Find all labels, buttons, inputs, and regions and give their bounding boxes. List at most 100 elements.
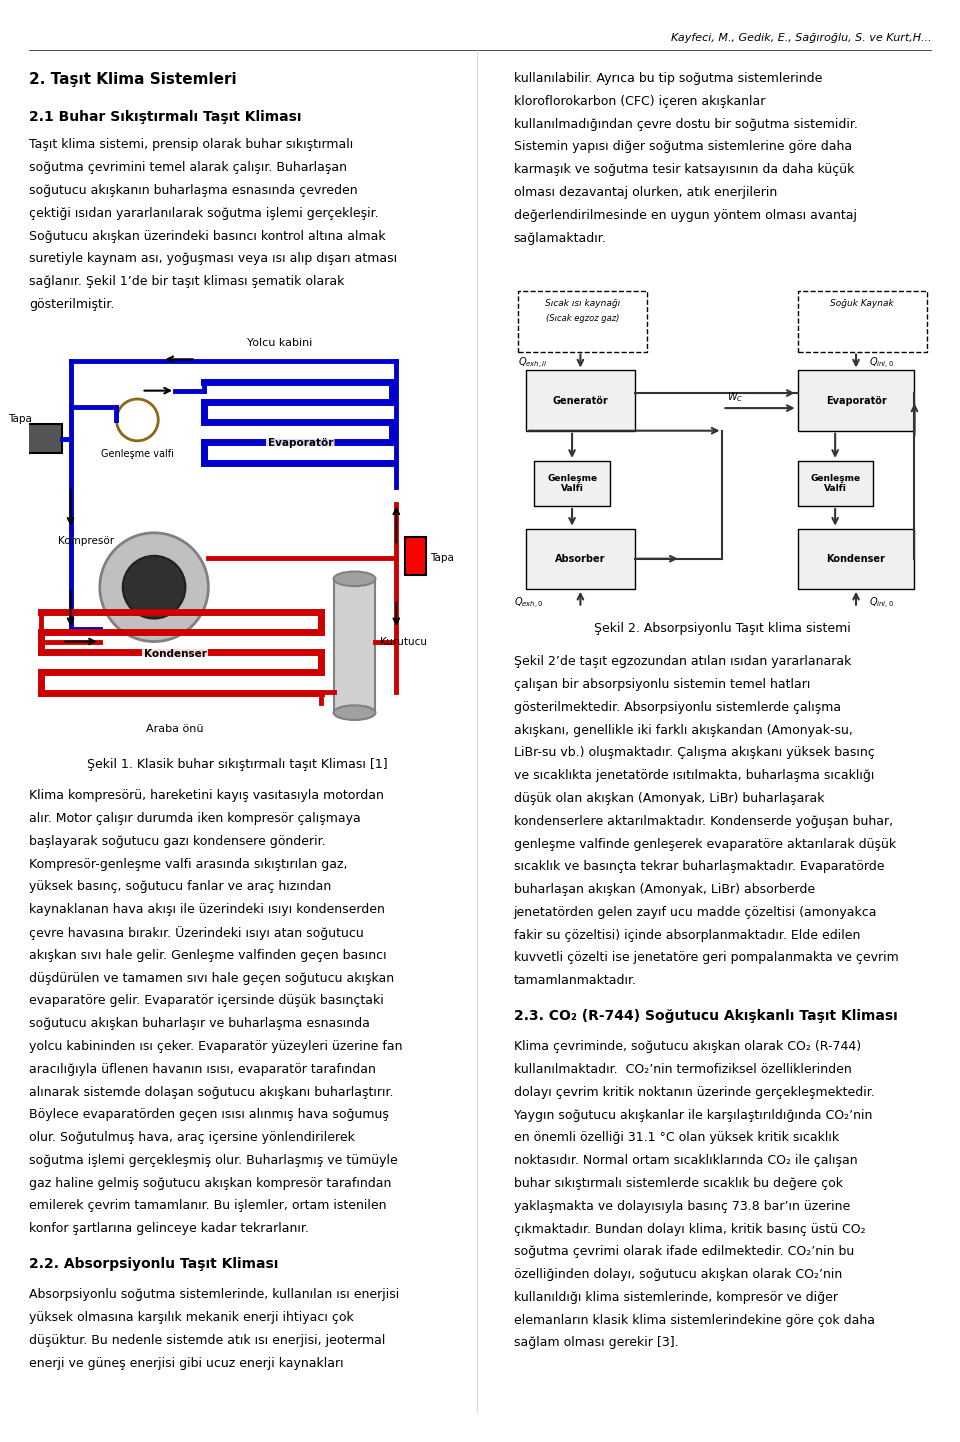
Text: 2.2. Absorpsiyonlu Taşıt Kliması: 2.2. Absorpsiyonlu Taşıt Kliması xyxy=(29,1256,278,1270)
Text: Tapa: Tapa xyxy=(430,552,453,562)
Text: Soğutucu akışkan üzerindeki basıncı kontrol altına almak: Soğutucu akışkan üzerindeki basıncı kont… xyxy=(29,229,385,242)
Text: kondenserlere aktarılmaktadır. Kondenserde yoğuşan buhar,: kondenserlere aktarılmaktadır. Kondenser… xyxy=(514,815,893,828)
Text: başlayarak soğutucu gazı kondensere gönderir.: başlayarak soğutucu gazı kondensere gönd… xyxy=(29,835,325,848)
Text: Kondenser: Kondenser xyxy=(144,649,206,659)
Text: gösterilmektedir. Absorpsiyonlu sistemlerde çalışma: gösterilmektedir. Absorpsiyonlu sistemle… xyxy=(514,701,841,714)
Text: ve sıcaklıkta jenetatörde ısıtılmakta, buharlaşma sıcaklığı: ve sıcaklıkta jenetatörde ısıtılmakta, b… xyxy=(514,769,874,782)
Bar xyxy=(405,536,425,575)
Text: yaklaşmakta ve dolayısıyla basınç 73.8 bar’ın üzerine: yaklaşmakta ve dolayısıyla basınç 73.8 b… xyxy=(514,1200,850,1213)
Text: Absorpsiyonlu soğutma sistemlerinde, kullanılan ısı enerjisi: Absorpsiyonlu soğutma sistemlerinde, kul… xyxy=(29,1288,399,1301)
Text: soğutma çevrimi olarak ifade edilmektedir. CO₂’nin bu: soğutma çevrimi olarak ifade edilmektedi… xyxy=(514,1246,853,1259)
Text: Kompresör-genleşme valfi arasında sıkıştırılan gaz,: Kompresör-genleşme valfi arasında sıkışt… xyxy=(29,858,348,871)
Text: alınarak sistemde dolaşan soğutucu akışkanı buharlaştırır.: alınarak sistemde dolaşan soğutucu akışk… xyxy=(29,1086,394,1099)
Text: kuvvetli çözelti ise jenetatöre geri pompalanmakta ve çevrim: kuvvetli çözelti ise jenetatöre geri pom… xyxy=(514,952,899,965)
Text: noktasıdır. Normal ortam sıcaklıklarında CO₂ ile çalışan: noktasıdır. Normal ortam sıcaklıklarında… xyxy=(514,1154,857,1167)
Text: sağlamaktadır.: sağlamaktadır. xyxy=(514,232,607,245)
Text: alır. Motor çalışır durumda iken kompresör çalışmaya: alır. Motor çalışır durumda iken kompres… xyxy=(29,812,361,825)
Text: kullanılmaktadır.  CO₂’nin termofiziksel özelliklerinden: kullanılmaktadır. CO₂’nin termofiziksel … xyxy=(514,1063,852,1076)
Text: olur. Soğutulmuş hava, araç içersine yönlendirilerek: olur. Soğutulmuş hava, araç içersine yön… xyxy=(29,1131,354,1144)
Text: düşdürülen ve tamamen sıvı hale geçen soğutucu akışkan: düşdürülen ve tamamen sıvı hale geçen so… xyxy=(29,972,394,985)
Text: Şekil 2’de taşıt egzozundan atılan ısıdan yararlanarak: Şekil 2’de taşıt egzozundan atılan ısıda… xyxy=(514,655,851,668)
Circle shape xyxy=(123,555,185,619)
Text: 2. Taşıt Klima Sistemleri: 2. Taşıt Klima Sistemleri xyxy=(29,72,236,87)
Text: evaparatöre gelir. Evaparatör içersinde düşük basınçtaki: evaparatöre gelir. Evaparatör içersinde … xyxy=(29,995,384,1008)
Text: tamamlanmaktadır.: tamamlanmaktadır. xyxy=(514,975,636,988)
Text: buharlaşan akışkan (Amonyak, LiBr) absorberde: buharlaşan akışkan (Amonyak, LiBr) absor… xyxy=(514,883,815,895)
Text: sağlanır. Şekil 1’de bir taşıt kliması şematik olarak: sağlanır. Şekil 1’de bir taşıt kliması ş… xyxy=(29,275,345,288)
Text: $Q_{exh,il}$: $Q_{exh,il}$ xyxy=(517,356,547,372)
Text: düşük olan akışkan (Amonyak, LiBr) buharlaşarak: düşük olan akışkan (Amonyak, LiBr) buhar… xyxy=(514,792,824,805)
Text: jenetatörden gelen zayıf ucu madde çözeltisi (amonyakca: jenetatörden gelen zayıf ucu madde çözel… xyxy=(514,906,877,919)
Text: gaz haline gelmiş soğutucu akışkan kompresör tarafından: gaz haline gelmiş soğutucu akışkan kompr… xyxy=(29,1177,391,1190)
Text: enerji ve güneş enerjisi gibi ucuz enerji kaynakları: enerji ve güneş enerjisi gibi ucuz enerj… xyxy=(29,1357,344,1370)
Bar xyxy=(798,371,915,431)
Text: Generatör: Generatör xyxy=(553,395,609,405)
Text: $W_C$: $W_C$ xyxy=(727,391,743,404)
Text: kaynaklanan hava akışı ile üzerindeki ısıyı kondenserden: kaynaklanan hava akışı ile üzerindeki ıs… xyxy=(29,903,385,916)
Text: 2.1 Buhar Sıkıştırmalı Taşıt Kliması: 2.1 Buhar Sıkıştırmalı Taşıt Kliması xyxy=(29,110,301,124)
Bar xyxy=(526,529,635,588)
Text: soğutma işlemi gerçekleşmiş olur. Buharlaşmış ve tümüyle: soğutma işlemi gerçekleşmiş olur. Buharl… xyxy=(29,1154,397,1167)
Text: Soğuk Kaynak: Soğuk Kaynak xyxy=(830,298,894,309)
Text: olması dezavantaj olurken, atık enerjilerin: olması dezavantaj olurken, atık enerjile… xyxy=(514,186,777,199)
Text: Taşıt klima sistemi, prensip olarak buhar sıkıştırmalı: Taşıt klima sistemi, prensip olarak buha… xyxy=(29,138,353,151)
Bar xyxy=(526,371,635,431)
Circle shape xyxy=(100,534,208,642)
Text: yüksek basınç, soğutucu fanlar ve araç hızından: yüksek basınç, soğutucu fanlar ve araç h… xyxy=(29,881,331,894)
Text: LiBr-su vb.) oluşmaktadır. Çalışma akışkanı yüksek basınç: LiBr-su vb.) oluşmaktadır. Çalışma akışk… xyxy=(514,747,875,760)
Text: özelliğinden dolayı, soğutucu akışkan olarak CO₂’nin: özelliğinden dolayı, soğutucu akışkan ol… xyxy=(514,1268,842,1280)
Text: sağlam olması gerekir [3].: sağlam olması gerekir [3]. xyxy=(514,1337,678,1350)
Text: çektiği ısıdan yararlanılarak soğutma işlemi gerçekleşir.: çektiği ısıdan yararlanılarak soğutma iş… xyxy=(29,206,378,219)
Bar xyxy=(535,461,610,506)
Text: Araba önü: Araba önü xyxy=(146,724,204,734)
Text: $Q_{ini,0}$: $Q_{ini,0}$ xyxy=(869,356,894,372)
Text: suretiyle kaynam ası, yoğuşması veya ısı alıp dışarı atması: suretiyle kaynam ası, yoğuşması veya ısı… xyxy=(29,252,396,265)
Text: Yolcu kabini: Yolcu kabini xyxy=(247,337,312,348)
Text: soğutucu akışkan buharlaşır ve buharlaşma esnasında: soğutucu akışkan buharlaşır ve buharlaşm… xyxy=(29,1017,370,1030)
Text: Kayfeci, M., Gedik, E., Sağıroğlu, S. ve Kurt,H...: Kayfeci, M., Gedik, E., Sağıroğlu, S. ve… xyxy=(671,33,931,43)
Text: (Sıcak egzoz gaz): (Sıcak egzoz gaz) xyxy=(546,314,619,323)
Text: Yaygın soğutucu akışkanlar ile karşılaştırıldığında CO₂’nin: Yaygın soğutucu akışkanlar ile karşılaşt… xyxy=(514,1109,872,1122)
Text: Absorber: Absorber xyxy=(555,554,606,564)
Text: çevre havasına bırakır. Üzerindeki ısıyı atan soğutucu: çevre havasına bırakır. Üzerindeki ısıyı… xyxy=(29,926,364,940)
Text: düşüktur. Bu nedenle sistemde atık ısı enerjisi, jeotermal: düşüktur. Bu nedenle sistemde atık ısı e… xyxy=(29,1334,385,1347)
Ellipse shape xyxy=(334,705,375,720)
Text: yüksek olmasına karşılık mekanik enerji ihtiyacı çok: yüksek olmasına karşılık mekanik enerji … xyxy=(29,1311,353,1324)
Text: Genleşme
Valfi: Genleşme Valfi xyxy=(547,474,597,493)
Text: sıcaklık ve basınçta tekrar buharlaşmaktadır. Evaparatörde: sıcaklık ve basınçta tekrar buharlaşmakt… xyxy=(514,861,884,874)
Text: genleşme valfinde genleşerek evaparatöre aktarılarak düşük: genleşme valfinde genleşerek evaparatöre… xyxy=(514,838,896,851)
Text: buhar sıkıştırmalı sistemlerde sıcaklık bu değere çok: buhar sıkıştırmalı sistemlerde sıcaklık … xyxy=(514,1177,843,1190)
Text: karmaşık ve soğutma tesir katsayısının da daha küçük: karmaşık ve soğutma tesir katsayısının d… xyxy=(514,163,854,176)
Text: çalışan bir absorpsiyonlu sistemin temel hatları: çalışan bir absorpsiyonlu sistemin temel… xyxy=(514,678,810,691)
Text: Sıcak ısı kaynağı: Sıcak ısı kaynağı xyxy=(545,298,620,309)
Text: Tapa: Tapa xyxy=(8,414,32,424)
Text: çıkmaktadır. Bundan dolayı klima, kritik basınç üstü CO₂: çıkmaktadır. Bundan dolayı klima, kritik… xyxy=(514,1223,865,1236)
Text: Şekil 1. Klasik buhar sıkıştırmalı taşıt Kliması [1]: Şekil 1. Klasik buhar sıkıştırmalı taşıt… xyxy=(87,757,388,770)
Text: Böylece evaparatörden geçen ısısı alınmış hava soğumuş: Böylece evaparatörden geçen ısısı alınmı… xyxy=(29,1109,389,1122)
Bar xyxy=(16,424,62,453)
Bar xyxy=(798,461,873,506)
Ellipse shape xyxy=(334,571,375,585)
Text: Genleşme
Valfi: Genleşme Valfi xyxy=(810,474,860,493)
Text: akışkanı, genellikle iki farklı akışkandan (Amonyak-su,: akışkanı, genellikle iki farklı akışkand… xyxy=(514,724,852,737)
Text: aracılığıyla üflenen havanın ısısı, evaparatör tarafından: aracılığıyla üflenen havanın ısısı, evap… xyxy=(29,1063,375,1076)
Text: Kurutucu: Kurutucu xyxy=(379,636,426,646)
Text: en önemli özelliği 31.1 °C olan yüksek kritik sıcaklık: en önemli özelliği 31.1 °C olan yüksek k… xyxy=(514,1132,839,1145)
Text: $Q_{exh,0}$: $Q_{exh,0}$ xyxy=(514,596,543,610)
Text: kloroflorokarbon (CFC) içeren akışkanlar: kloroflorokarbon (CFC) içeren akışkanlar xyxy=(514,95,765,108)
Text: kullanılmadığından çevre dostu bir soğutma sistemidir.: kullanılmadığından çevre dostu bir soğut… xyxy=(514,118,857,131)
Text: Klima çevriminde, soğutucu akışkan olarak CO₂ (R-744): Klima çevriminde, soğutucu akışkan olara… xyxy=(514,1040,861,1053)
Text: Sistemin yapısı diğer soğutma sistemlerine göre daha: Sistemin yapısı diğer soğutma sistemleri… xyxy=(514,140,852,153)
Text: yolcu kabininden ısı çeker. Evaparatör yüzeyleri üzerine fan: yolcu kabininden ısı çeker. Evaparatör y… xyxy=(29,1040,402,1053)
Text: konfor şartlarına gelinceye kadar tekrarlanır.: konfor şartlarına gelinceye kadar tekrar… xyxy=(29,1223,309,1236)
Text: Genleşme valfi: Genleşme valfi xyxy=(101,450,174,459)
Text: $Q_{ini,0}$: $Q_{ini,0}$ xyxy=(869,596,894,610)
Text: akışkan sıvı hale gelir. Genleşme valfinden geçen basıncı: akışkan sıvı hale gelir. Genleşme valfin… xyxy=(29,949,387,962)
Text: Kompresör: Kompresör xyxy=(58,536,114,547)
Text: Kondenser: Kondenser xyxy=(827,554,885,564)
Text: soğutma çevrimini temel alarak çalışır. Buharlaşan: soğutma çevrimini temel alarak çalışır. … xyxy=(29,162,347,174)
Text: fakir su çözeltisi) içinde absorplanmaktadır. Elde edilen: fakir su çözeltisi) içinde absorplanmakt… xyxy=(514,929,860,942)
Text: elemanların klasik klima sistemlerindekine göre çok daha: elemanların klasik klima sistemlerindeki… xyxy=(514,1314,875,1327)
Text: Evaporatör: Evaporatör xyxy=(268,438,333,448)
Text: kullanılabilir. Ayrıca bu tip soğutma sistemlerinde: kullanılabilir. Ayrıca bu tip soğutma si… xyxy=(514,72,822,85)
